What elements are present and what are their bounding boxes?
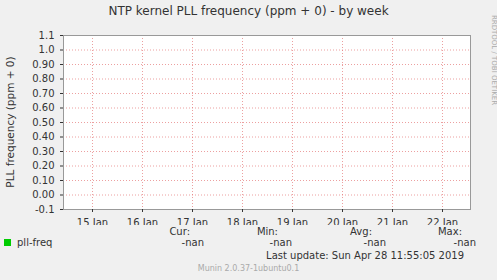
svg-text:16 Jan: 16 Jan: [127, 217, 158, 225]
html-text:pll-freq: pll-freq: [17, 237, 53, 248]
html-text:-nan: -nan: [453, 237, 476, 248]
html-text:Max:: Max:: [438, 226, 462, 237]
svg-text:17 Jan: 17 Jan: [177, 217, 208, 225]
svg-text:21 Jan: 21 Jan: [377, 217, 408, 225]
html-text:-nan: -nan: [269, 237, 292, 248]
svg-text:19 Jan: 19 Jan: [277, 217, 308, 225]
html-text:RRDTOOL / TOBI OETIKER: RRDTOOL / TOBI OETIKER: [490, 14, 497, 106]
html-text:NTP kernel PLL frequency (ppm: NTP kernel PLL frequency (ppm + 0) - by …: [108, 4, 389, 18]
svg-text:0.70: 0.70: [32, 88, 54, 99]
svg-text:0.90: 0.90: [32, 59, 54, 70]
html-text:Cur:: Cur:: [169, 226, 190, 237]
svg-text:-0.1: -0.1: [35, 204, 55, 215]
svg-text:1.0: 1.0: [39, 44, 55, 55]
html-text:-nan: -nan: [363, 237, 386, 248]
svg-text:0.60: 0.60: [32, 102, 54, 113]
svg-text:0.10: 0.10: [32, 175, 54, 186]
svg-text:15 Jan: 15 Jan: [77, 217, 108, 225]
html-text:PLL frequency (ppm + 0): PLL frequency (ppm + 0): [4, 56, 16, 188]
svg-text:1.1: 1.1: [39, 30, 55, 41]
svg-text:18 Jan: 18 Jan: [227, 217, 258, 225]
svg-text:22 Jan: 22 Jan: [427, 217, 458, 225]
svg-text:0.50: 0.50: [32, 117, 54, 128]
svg-text:20 Jan: 20 Jan: [327, 217, 358, 225]
svg-text:0.80: 0.80: [32, 73, 54, 84]
html-text:Min:: Min:: [256, 226, 278, 237]
html-text:-nan: -nan: [181, 237, 204, 248]
svg-text:0.20: 0.20: [32, 160, 54, 171]
svg-text:0.40: 0.40: [32, 131, 54, 142]
html-text:Avg:: Avg:: [350, 226, 372, 237]
html-text:Last update: Sun Apr 28 11:55:: Last update: Sun Apr 28 11:55:05 2019: [266, 250, 464, 261]
svg-text:0.00: 0.00: [32, 189, 54, 200]
html-text:Munin 2.0.37-1ubuntu0.1: Munin 2.0.37-1ubuntu0.1: [197, 264, 300, 273]
svg-text:0.30: 0.30: [32, 146, 54, 157]
